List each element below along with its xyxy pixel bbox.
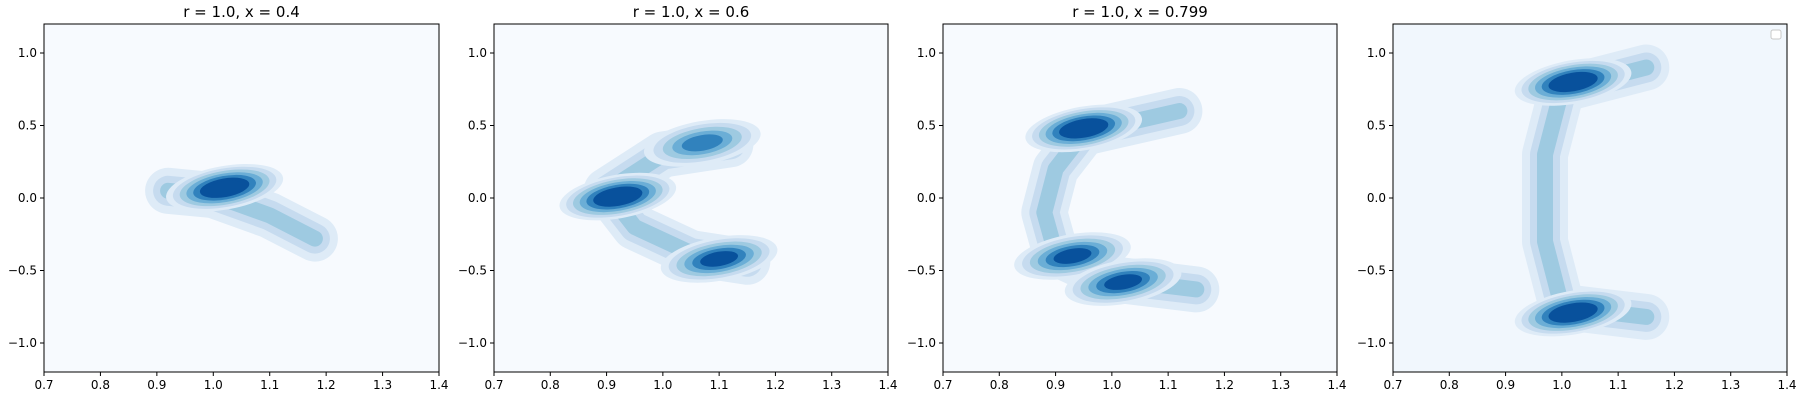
x-tick-label: 1.3 bbox=[822, 378, 841, 392]
y-tick-label: 0.5 bbox=[917, 119, 936, 133]
x-tick-label: 1.3 bbox=[1271, 378, 1290, 392]
x-tick-label: 0.7 bbox=[484, 378, 503, 392]
x-tick-label: 1.0 bbox=[1102, 378, 1121, 392]
contour-area bbox=[44, 24, 439, 372]
x-tick-label: 0.8 bbox=[91, 378, 110, 392]
x-tick-label: 1.0 bbox=[204, 378, 223, 392]
y-tick-label: 1.0 bbox=[468, 46, 487, 60]
x-tick-label: 0.7 bbox=[933, 378, 952, 392]
y-tick-label: −0.5 bbox=[907, 264, 936, 278]
x-tick-label: 1.2 bbox=[1665, 378, 1684, 392]
x-tick-label: 0.8 bbox=[1440, 378, 1459, 392]
density-peak-1-level-7 bbox=[206, 180, 243, 196]
x-tick-label: 1.3 bbox=[1721, 378, 1740, 392]
y-tick-label: 1.0 bbox=[1367, 46, 1386, 60]
y-tick-label: −1.0 bbox=[8, 336, 37, 350]
x-tick-label: 0.9 bbox=[1046, 378, 1065, 392]
y-tick-label: 0.0 bbox=[917, 191, 936, 205]
density-peak-3-level-6 bbox=[1104, 274, 1143, 290]
density-peak-1-level-7 bbox=[1555, 74, 1591, 90]
x-tick-label: 1.2 bbox=[766, 378, 785, 392]
x-tick-label: 1.1 bbox=[710, 378, 729, 392]
x-tick-label: 0.7 bbox=[1383, 378, 1402, 392]
x-tick-label: 0.8 bbox=[541, 378, 560, 392]
y-tick-label: 0.5 bbox=[1367, 119, 1386, 133]
y-tick-label: 1.0 bbox=[18, 46, 37, 60]
x-tick-label: 1.4 bbox=[429, 378, 448, 392]
density-haze bbox=[494, 24, 888, 372]
y-tick-label: −0.5 bbox=[1357, 264, 1386, 278]
x-tick-label: 1.4 bbox=[878, 378, 897, 392]
y-tick-label: −1.0 bbox=[1357, 336, 1386, 350]
x-tick-label: 0.9 bbox=[147, 378, 166, 392]
y-tick-label: 0.5 bbox=[468, 119, 487, 133]
density-peak-2-level-7 bbox=[1555, 305, 1591, 320]
y-tick-label: 0.0 bbox=[18, 191, 37, 205]
y-tick-label: −0.5 bbox=[458, 264, 487, 278]
density-peak-2-level-6 bbox=[1053, 248, 1092, 264]
x-tick-label: 0.7 bbox=[34, 378, 53, 392]
x-tick-label: 1.4 bbox=[1777, 378, 1796, 392]
x-tick-label: 1.2 bbox=[317, 378, 336, 392]
x-tick-label: 1.3 bbox=[373, 378, 392, 392]
x-tick-label: 0.9 bbox=[1496, 378, 1515, 392]
subplot-1: 0.7 0.8 0.9 1.0 1.1 1.2 1.3 1.4 1.0 0.5 0.0 −0.5 −1.… bbox=[8, 3, 449, 392]
density-peak-1-level-7 bbox=[1065, 121, 1102, 136]
x-tick-label: 1.1 bbox=[1609, 378, 1628, 392]
x-tick-label: 1.1 bbox=[260, 378, 279, 392]
density-haze bbox=[943, 24, 1337, 372]
y-tick-label: −1.0 bbox=[907, 336, 936, 350]
y-tick-label: 1.0 bbox=[917, 46, 936, 60]
x-tick-label: 1.4 bbox=[1327, 378, 1346, 392]
subplot-title: r = 1.0, x = 0.6 bbox=[633, 3, 750, 21]
contour-area bbox=[943, 24, 1337, 372]
x-tick-label: 1.2 bbox=[1215, 378, 1234, 392]
y-tick-label: −1.0 bbox=[458, 336, 487, 350]
subplot-title: r = 1.0, x = 0.799 bbox=[1072, 3, 1208, 21]
subplot-title: r = 1.0, x = 0.4 bbox=[183, 3, 300, 21]
x-tick-label: 0.8 bbox=[990, 378, 1009, 392]
y-tick-label: 0.0 bbox=[468, 191, 487, 205]
y-tick-label: 0.0 bbox=[1367, 191, 1386, 205]
y-tick-label: −0.5 bbox=[8, 264, 37, 278]
subplot-3: 0.7 0.8 0.9 1.0 1.1 1.2 1.3 1.4 1.0 0.5 0.0 −0.5 −1.… bbox=[907, 3, 1347, 392]
x-tick-label: 0.9 bbox=[597, 378, 616, 392]
legend-box bbox=[1770, 29, 1782, 40]
y-tick-label: 0.5 bbox=[18, 119, 37, 133]
x-tick-label: 1.1 bbox=[1159, 378, 1178, 392]
subplot-2: 0.7 0.8 0.9 1.0 1.1 1.2 1.3 1.4 1.0 0.5 0.0 −0.5 −1.… bbox=[458, 3, 898, 392]
subplot-4: 0.7 0.8 0.9 1.0 1.1 1.2 1.3 1.4 1.0 0.5 0.0 −0.5 −1.… bbox=[1357, 23, 1797, 392]
x-tick-label: 1.0 bbox=[653, 378, 672, 392]
density-peak-1-level-7 bbox=[599, 189, 636, 204]
density-peak-3-level-5 bbox=[681, 134, 723, 152]
x-tick-label: 1.0 bbox=[1552, 378, 1571, 392]
contour-area bbox=[1393, 24, 1787, 372]
density-peak-2-level-6 bbox=[700, 251, 739, 267]
contour-area bbox=[494, 24, 888, 372]
